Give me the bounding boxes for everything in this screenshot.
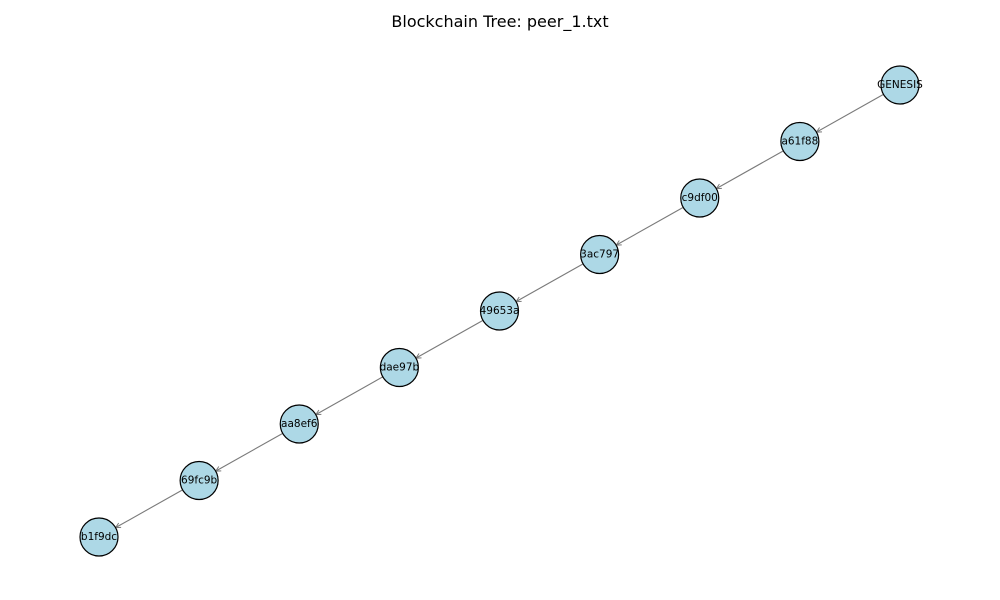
edge-a61f88-to-c9df00 — [716, 150, 784, 190]
node-circle — [179, 460, 219, 501]
node-label: dae97b — [380, 362, 420, 374]
node-49653a: 49653a — [479, 291, 520, 331]
node-label: 49653a — [480, 305, 520, 317]
node-circle — [880, 65, 920, 105]
edge-3ac797-to-49653a — [515, 263, 584, 303]
node-label: c9df00 — [682, 192, 718, 204]
nodes-layer: GENESIS a61f88 c9df00 3ac797 49653a dae97b aa8… — [79, 65, 923, 557]
node-aa8ef6: aa8ef6 — [279, 404, 319, 444]
node-label: 69fc9b — [181, 475, 218, 487]
node-circle — [279, 404, 319, 444]
node-circle — [379, 347, 419, 388]
node-label: GENESIS — [877, 79, 923, 91]
edge-49653a-to-dae97b — [415, 319, 484, 359]
node-circle — [780, 121, 820, 162]
node-dae97b: dae97b — [379, 347, 420, 388]
node-a61f88: a61f88 — [780, 121, 820, 162]
node-label: aa8ef6 — [281, 418, 318, 430]
edge-dae97b-to-aa8ef6 — [315, 376, 384, 416]
edge-69fc9b-to-b1f9dc — [115, 489, 183, 529]
node-c9df00: c9df00 — [680, 178, 720, 218]
edge-GENESIS-to-a61f88 — [816, 93, 884, 133]
node-circle — [580, 234, 620, 275]
node-3ac797: 3ac797 — [580, 234, 620, 275]
node-label: a61f88 — [781, 136, 818, 148]
node-b1f9dc: b1f9dc — [79, 517, 119, 557]
node-GENESIS: GENESIS — [877, 65, 923, 105]
figure-title: Blockchain Tree: peer_1.txt — [391, 12, 609, 31]
node-label: b1f9dc — [81, 531, 117, 543]
node-circle — [79, 517, 119, 557]
node-69fc9b: 69fc9b — [179, 460, 219, 501]
edge-c9df00-to-3ac797 — [615, 206, 684, 246]
node-label: 3ac797 — [580, 249, 619, 261]
node-circle — [680, 178, 720, 218]
edge-aa8ef6-to-69fc9b — [215, 432, 283, 472]
node-circle — [479, 291, 520, 331]
